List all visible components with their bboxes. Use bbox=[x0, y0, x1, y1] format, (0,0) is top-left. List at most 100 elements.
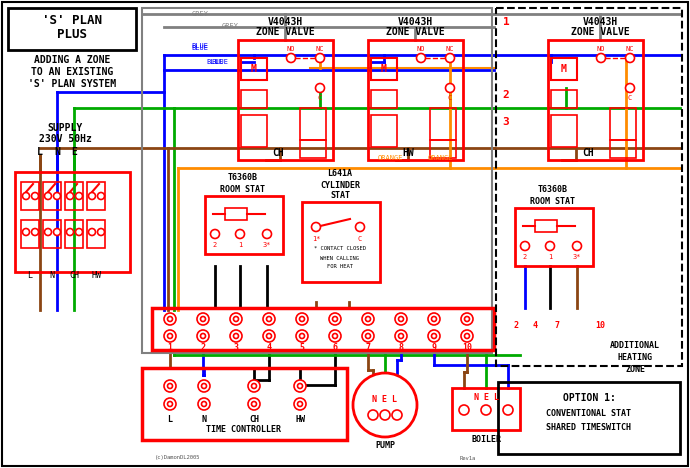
Bar bbox=[241, 58, 267, 80]
Bar bbox=[430, 140, 456, 158]
Circle shape bbox=[395, 313, 407, 325]
Circle shape bbox=[75, 228, 83, 235]
Bar bbox=[610, 140, 636, 158]
Circle shape bbox=[315, 53, 324, 63]
Circle shape bbox=[32, 192, 39, 199]
Text: CYLINDER: CYLINDER bbox=[320, 181, 360, 190]
Circle shape bbox=[97, 192, 104, 199]
Circle shape bbox=[399, 316, 404, 322]
Circle shape bbox=[362, 330, 374, 342]
Circle shape bbox=[164, 398, 176, 410]
Text: SHARED TIMESWITCH: SHARED TIMESWITCH bbox=[546, 423, 631, 431]
Text: 230V 50Hz: 230V 50Hz bbox=[39, 134, 92, 144]
Text: FOR HEAT: FOR HEAT bbox=[327, 264, 353, 270]
Bar bbox=[21, 182, 39, 210]
Circle shape bbox=[263, 313, 275, 325]
Text: 1: 1 bbox=[548, 254, 552, 260]
Circle shape bbox=[355, 222, 364, 232]
Text: ZONE VALVE: ZONE VALVE bbox=[386, 27, 444, 37]
Circle shape bbox=[446, 83, 455, 93]
Text: NO: NO bbox=[597, 46, 605, 52]
Text: ADDITIONAL: ADDITIONAL bbox=[610, 341, 660, 350]
Text: GREY: GREY bbox=[221, 23, 239, 29]
Circle shape bbox=[392, 410, 402, 420]
Circle shape bbox=[380, 410, 390, 420]
Text: V4043H: V4043H bbox=[397, 17, 433, 27]
Text: HW: HW bbox=[402, 148, 414, 158]
Text: ROOM STAT: ROOM STAT bbox=[221, 184, 266, 193]
Text: 2: 2 bbox=[201, 343, 206, 351]
Circle shape bbox=[294, 398, 306, 410]
Bar bbox=[496, 8, 682, 366]
Text: 7: 7 bbox=[366, 343, 371, 351]
Circle shape bbox=[75, 192, 83, 199]
Circle shape bbox=[164, 313, 176, 325]
Text: NC: NC bbox=[626, 46, 634, 52]
Text: 3*: 3* bbox=[573, 254, 581, 260]
Text: NO: NO bbox=[417, 46, 425, 52]
Bar bbox=[87, 182, 105, 210]
Circle shape bbox=[197, 330, 209, 342]
Circle shape bbox=[201, 402, 206, 407]
Text: C: C bbox=[358, 236, 362, 242]
Text: 6: 6 bbox=[333, 343, 337, 351]
Text: (c)DamonDL2005: (c)DamonDL2005 bbox=[155, 455, 201, 461]
Text: N: N bbox=[50, 271, 55, 280]
Text: 10: 10 bbox=[595, 321, 605, 329]
Text: HW: HW bbox=[295, 416, 305, 424]
Bar bbox=[551, 115, 577, 147]
Circle shape bbox=[596, 53, 606, 63]
Circle shape bbox=[201, 316, 206, 322]
Text: M: M bbox=[381, 64, 387, 74]
Circle shape bbox=[235, 229, 244, 239]
Circle shape bbox=[353, 373, 417, 437]
Text: HEATING: HEATING bbox=[618, 352, 653, 361]
Circle shape bbox=[44, 192, 52, 199]
Circle shape bbox=[299, 316, 304, 322]
Circle shape bbox=[431, 316, 437, 322]
Bar bbox=[152, 308, 494, 350]
Text: 3: 3 bbox=[233, 343, 239, 351]
Text: C: C bbox=[448, 95, 452, 101]
Circle shape bbox=[399, 334, 404, 338]
Circle shape bbox=[311, 222, 320, 232]
Circle shape bbox=[88, 228, 95, 235]
Bar bbox=[300, 108, 326, 140]
Text: BLUE: BLUE bbox=[206, 59, 224, 65]
Circle shape bbox=[66, 228, 74, 235]
Circle shape bbox=[197, 313, 209, 325]
Text: 1: 1 bbox=[502, 17, 509, 27]
Text: C: C bbox=[628, 95, 632, 101]
Text: ZONE VALVE: ZONE VALVE bbox=[255, 27, 315, 37]
Bar bbox=[8, 8, 136, 50]
Text: NC: NC bbox=[446, 46, 454, 52]
Circle shape bbox=[248, 398, 260, 410]
Text: OPTION 1:: OPTION 1: bbox=[562, 393, 615, 403]
Text: M: M bbox=[251, 64, 257, 74]
Text: CONVENTIONAL STAT: CONVENTIONAL STAT bbox=[546, 409, 631, 417]
Circle shape bbox=[54, 192, 61, 199]
Circle shape bbox=[459, 405, 469, 415]
Bar bbox=[241, 115, 267, 147]
Circle shape bbox=[263, 330, 275, 342]
Text: 1*: 1* bbox=[312, 236, 320, 242]
Text: C: C bbox=[318, 95, 322, 101]
Text: NC: NC bbox=[316, 46, 324, 52]
Circle shape bbox=[168, 402, 172, 407]
Text: BLUE: BLUE bbox=[192, 43, 208, 49]
Text: 3*: 3* bbox=[263, 242, 271, 248]
Circle shape bbox=[198, 398, 210, 410]
Text: ZONE: ZONE bbox=[625, 365, 645, 373]
Text: 4: 4 bbox=[533, 321, 538, 329]
Circle shape bbox=[366, 316, 371, 322]
Circle shape bbox=[23, 228, 30, 235]
Circle shape bbox=[428, 313, 440, 325]
Circle shape bbox=[431, 334, 437, 338]
Circle shape bbox=[88, 192, 95, 199]
Text: CH: CH bbox=[582, 148, 594, 158]
Circle shape bbox=[164, 330, 176, 342]
Bar bbox=[551, 90, 577, 108]
Text: Rev1a: Rev1a bbox=[460, 455, 476, 461]
Text: 8: 8 bbox=[399, 343, 404, 351]
Text: 10: 10 bbox=[462, 343, 472, 351]
